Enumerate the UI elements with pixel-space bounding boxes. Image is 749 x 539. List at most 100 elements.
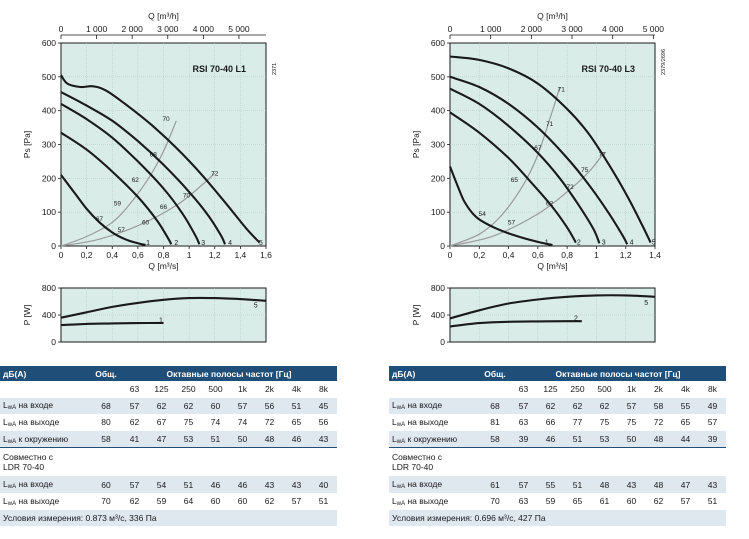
band-label: 1k [229, 381, 256, 398]
combined-sound-row: LwA на выходе 70 63 59 65 61 60 62 57 51 [389, 492, 726, 510]
y-tick-label: 100 [431, 207, 445, 217]
top-tick-label: 3 000 [561, 24, 583, 34]
row-label: LwA к окружению [0, 430, 91, 448]
row-value: 39 [510, 430, 537, 448]
lwa-subscript: wA [7, 421, 17, 428]
row-value: 63 [510, 492, 537, 510]
model-title: RSI 70-40 L1 [192, 64, 246, 74]
combined-header-row: Совместно с LDR 70-40 [389, 447, 726, 477]
x-tick-label: 0,2 [81, 250, 93, 260]
drawing-code: 2379/2696 [661, 49, 667, 75]
pressure-curve-label: 2 [577, 239, 581, 246]
sound-table: дБ(A) Общ. Октавные полосы частот [Гц] 63 12… [389, 366, 726, 527]
power-curve [449, 320, 582, 328]
combined-label: Совместно с LDR 70-40 [0, 447, 91, 477]
row-value: 62 [591, 397, 618, 415]
x-axis-label: Q [m³/s] [537, 261, 567, 271]
x-tick-label: 0,4 [106, 250, 118, 260]
power-curve-label: 2 [574, 315, 578, 322]
pressure-curve-label: 2 [174, 240, 178, 247]
combined-line1: Совместно с [392, 452, 443, 463]
row-value: 67 [148, 414, 175, 431]
bands-row: 63 125 250 500 1k 2k 4k 8k [389, 381, 726, 398]
pressure-curve-label: 3 [201, 240, 205, 247]
efficiency-label: 68 [150, 152, 158, 159]
row-value: 48 [645, 430, 672, 448]
x-tick-label: 0,4 [503, 250, 515, 260]
band-label: 63 [121, 381, 148, 398]
pressure-chart: 0 100 200 300 400 500 600 Ps [Pa] 0 0,2 0,4 0,6 0,8 1… [411, 11, 667, 271]
row-value: 72 [256, 414, 283, 431]
combined-sound-row: LwA на входе 60 57 54 51 46 46 43 43 40 [0, 476, 337, 493]
conditions-row: Условия измерения: 0.696 м³/с, 427 Па [389, 509, 726, 527]
pressure-curve-label: 3 [602, 239, 606, 246]
efficiency-label: 59 [114, 201, 122, 208]
row-label-text: на входе [16, 400, 54, 411]
table-header: дБ(A) Общ. Октавные полосы частот [Гц] [0, 366, 337, 381]
row-value: 77 [564, 414, 591, 431]
row-value: 62 [537, 397, 564, 415]
row-label: LwA на выходе [389, 492, 480, 510]
x-tick-label: 1,2 [620, 250, 632, 260]
top-tick-label: 4 000 [602, 24, 624, 34]
row-total: 70 [480, 492, 510, 510]
lwa-subscript: wA [7, 438, 17, 445]
row-label: LwA на входе [0, 476, 91, 493]
row-label: LwA на выходе [389, 414, 480, 431]
sound-row: LwA на выходе 80 62 67 75 74 74 72 65 56 [0, 414, 337, 431]
row-label-text: к окружению [405, 433, 458, 444]
combined-line2: LDR 70-40 [392, 462, 434, 473]
band-label: 2k [256, 381, 283, 398]
y-tick-label: 600 [42, 38, 56, 48]
band-label: 250 [175, 381, 202, 398]
row-value: 51 [283, 397, 310, 415]
efficiency-label: 77 [599, 152, 607, 159]
row-total: 68 [91, 397, 121, 415]
header-total: Общ. [480, 366, 510, 381]
band-label: 8k [310, 381, 337, 398]
row-value: 57 [699, 414, 726, 431]
row-value: 57 [121, 476, 148, 493]
header-dba: дБ(A) [389, 366, 480, 381]
combined-spacer [121, 447, 337, 477]
combined-line1: Совместно с [3, 452, 54, 463]
lwa-subscript: wA [7, 484, 17, 491]
x-tick-label: 0,8 [158, 250, 170, 260]
lwa-symbol: L [3, 416, 8, 427]
top-tick-label: 1 000 [86, 24, 108, 34]
row-label-text: на входе [405, 400, 443, 411]
band-label: 4k [283, 381, 310, 398]
system-curve [60, 172, 216, 247]
lwa-symbol: L [392, 479, 397, 490]
row-value: 46 [537, 430, 564, 448]
row-label: LwA на выходе [0, 492, 91, 510]
header-bands-title: Октавные полосы частот [Гц] [510, 366, 726, 381]
band-label: 125 [148, 381, 175, 398]
row-value: 63 [510, 414, 537, 431]
efficiency-label: 72 [211, 170, 219, 177]
pressure-curve [60, 102, 201, 245]
band-label: 4k [672, 381, 699, 398]
efficiency-label: 62 [132, 177, 140, 184]
top-tick-label: 2 000 [521, 24, 543, 34]
top-tick-label: 3 000 [157, 24, 179, 34]
row-value: 74 [229, 414, 256, 431]
pressure-curve [449, 166, 553, 247]
row-value: 51 [310, 492, 337, 510]
row-value: 62 [175, 397, 202, 415]
combined-sound-row: LwA на входе 61 57 55 51 48 43 48 47 43 [389, 476, 726, 493]
table-header: дБ(A) Общ. Октавные полосы частот [Гц] [389, 366, 726, 381]
row-label: LwA к окружению [389, 430, 480, 448]
combined-label: Совместно с LDR 70-40 [389, 447, 480, 477]
y-tick-label: 300 [42, 140, 56, 150]
sound-row: LwA на входе 68 57 62 62 62 57 58 55 49 [389, 397, 726, 415]
band-label: 2k [645, 381, 672, 398]
row-value: 65 [283, 414, 310, 431]
y-tick-label: 400 [42, 106, 56, 116]
row-total: 60 [91, 476, 121, 493]
row-value: 74 [202, 414, 229, 431]
row-value: 45 [310, 397, 337, 415]
band-label: 63 [510, 381, 537, 398]
row-value: 47 [148, 430, 175, 448]
row-label-text: на выходе [405, 495, 449, 506]
